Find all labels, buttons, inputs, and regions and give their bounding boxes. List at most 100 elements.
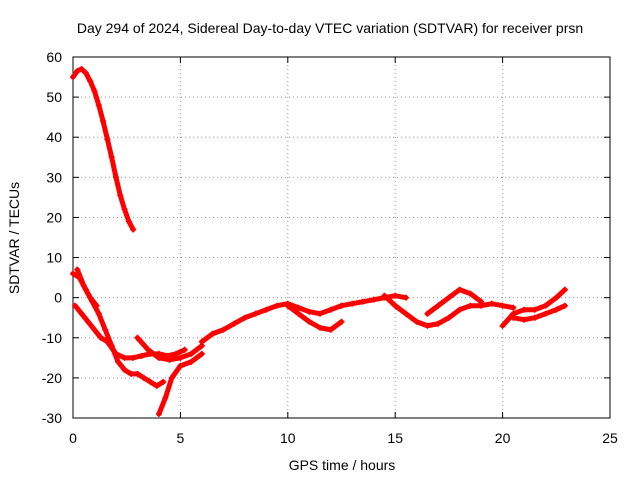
y-tick-label: 10	[46, 250, 62, 266]
y-tick-label: 60	[46, 49, 62, 65]
x-tick-label: 0	[69, 430, 77, 446]
data-point	[295, 304, 302, 311]
data-point	[95, 102, 102, 109]
data-point	[402, 294, 409, 301]
data-point	[78, 310, 85, 317]
data-point	[121, 354, 128, 361]
data-series	[70, 66, 568, 417]
data-point	[95, 310, 102, 317]
x-tick-label: 15	[387, 430, 403, 446]
data-point	[100, 118, 107, 125]
series-arc-8	[285, 303, 344, 333]
data-point	[104, 136, 111, 143]
x-tick-label: 20	[495, 430, 511, 446]
data-point	[70, 74, 76, 81]
data-point	[181, 346, 188, 353]
data-point	[78, 66, 85, 73]
data-point	[392, 292, 399, 299]
data-point	[138, 352, 145, 359]
data-point	[134, 370, 141, 377]
data-point	[478, 298, 485, 305]
data-point	[445, 294, 452, 301]
data-point	[231, 320, 238, 327]
data-point	[306, 308, 313, 315]
data-point	[160, 378, 167, 385]
data-point	[70, 270, 76, 277]
data-point	[499, 322, 506, 329]
data-point	[542, 302, 549, 309]
data-point	[317, 324, 324, 331]
y-tick-label: 30	[46, 169, 62, 185]
data-point	[531, 314, 538, 321]
data-point	[108, 154, 115, 161]
y-tick-label: -20	[42, 370, 62, 386]
data-point	[121, 206, 128, 213]
data-point	[521, 306, 528, 313]
data-point	[166, 356, 173, 363]
data-point	[220, 326, 227, 333]
data-point	[91, 326, 98, 333]
data-point	[198, 350, 205, 357]
data-point	[553, 306, 560, 313]
data-point	[424, 322, 431, 329]
data-point	[510, 314, 517, 321]
x-axis-label: GPS time / hours	[289, 457, 396, 473]
data-point	[140, 374, 147, 381]
data-point	[87, 294, 94, 301]
data-point	[445, 314, 452, 321]
data-point	[91, 88, 98, 95]
x-tick-label: 5	[177, 430, 185, 446]
data-point	[317, 310, 324, 317]
data-point	[115, 358, 122, 365]
data-point	[177, 362, 184, 369]
y-tick-label: 50	[46, 89, 62, 105]
data-point	[87, 78, 94, 85]
data-point	[102, 326, 109, 333]
data-point	[155, 354, 162, 361]
y-tick-label: 40	[46, 129, 62, 145]
data-point	[72, 302, 79, 309]
data-point	[112, 174, 119, 181]
data-point	[435, 320, 442, 327]
data-point	[117, 192, 124, 199]
data-point	[561, 302, 568, 309]
data-point	[198, 338, 205, 345]
data-point	[381, 292, 388, 299]
data-point	[467, 290, 474, 297]
data-point	[162, 394, 169, 401]
x-tick-label: 25	[602, 430, 618, 446]
data-point	[370, 296, 377, 303]
data-point	[424, 310, 431, 317]
data-point	[413, 318, 420, 325]
data-point	[125, 218, 132, 225]
data-point	[499, 302, 506, 309]
data-point	[284, 302, 291, 309]
y-tick-label: 0	[54, 290, 62, 306]
series-arc-1	[70, 66, 136, 232]
axis-ticks: 0 5 10 15 20 25 -30 -20 -10 0 10 20 30 40 50 60	[42, 49, 618, 446]
data-point	[168, 374, 175, 381]
series-arc-6	[156, 351, 205, 417]
data-point	[295, 310, 302, 317]
data-point	[147, 378, 154, 385]
data-point	[209, 330, 216, 337]
data-point	[153, 382, 160, 389]
data-point	[392, 302, 399, 309]
data-point	[338, 318, 345, 325]
data-point	[188, 350, 195, 357]
series-arc-11	[424, 287, 484, 317]
data-point	[274, 302, 281, 309]
series-arc-4	[74, 267, 100, 309]
data-point	[74, 266, 81, 273]
data-point	[510, 304, 517, 311]
data-point	[85, 318, 92, 325]
chart-title: Day 294 of 2024, Sidereal Day-to-day VTE…	[77, 20, 583, 36]
data-point	[173, 350, 180, 357]
data-point	[561, 286, 568, 293]
data-point	[252, 310, 259, 317]
data-point	[188, 358, 195, 365]
data-point	[74, 68, 81, 75]
plot-frame	[72, 56, 611, 419]
y-tick-label: 20	[46, 209, 62, 225]
data-point	[127, 370, 134, 377]
